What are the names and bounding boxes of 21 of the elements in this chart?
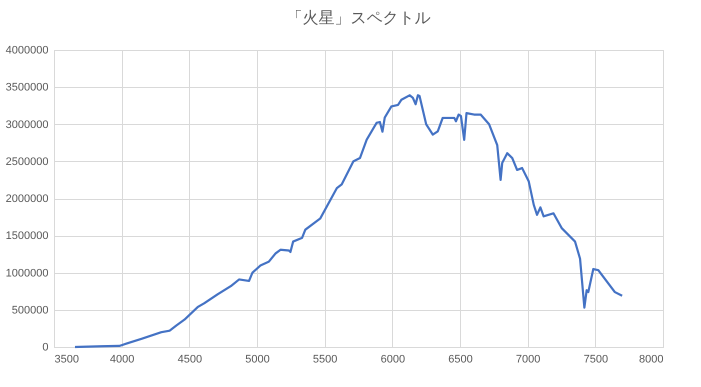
chart-title: 「火星」スペクトル [286, 8, 430, 27]
x-tick-label: 4500 [178, 354, 202, 366]
x-tick-label: 7500 [584, 354, 608, 366]
y-tick-label: 4000000 [6, 44, 48, 56]
x-tick-label: 4000 [110, 354, 134, 366]
y-tick-label: 2500000 [6, 156, 48, 168]
x-tick-label: 8000 [639, 354, 664, 366]
y-tick-label: 0 [42, 342, 48, 354]
x-tick-label: 6500 [448, 354, 473, 366]
y-tick-label: 500000 [12, 304, 48, 316]
x-tick-label: 3500 [54, 354, 79, 366]
x-tick-label: 6000 [380, 354, 406, 366]
x-tick-label: 5500 [312, 354, 338, 366]
y-tick-label: 3500000 [6, 82, 48, 94]
y-tick-label: 1000000 [6, 267, 48, 280]
y-tick-label: 2000000 [6, 193, 48, 205]
line-series [74, 94, 624, 348]
y-tick-label: 3000000 [6, 118, 48, 131]
x-tick-label: 5000 [245, 354, 270, 366]
x-tick-label: 7000 [516, 354, 540, 366]
y-tick-label: 1500000 [6, 230, 48, 242]
